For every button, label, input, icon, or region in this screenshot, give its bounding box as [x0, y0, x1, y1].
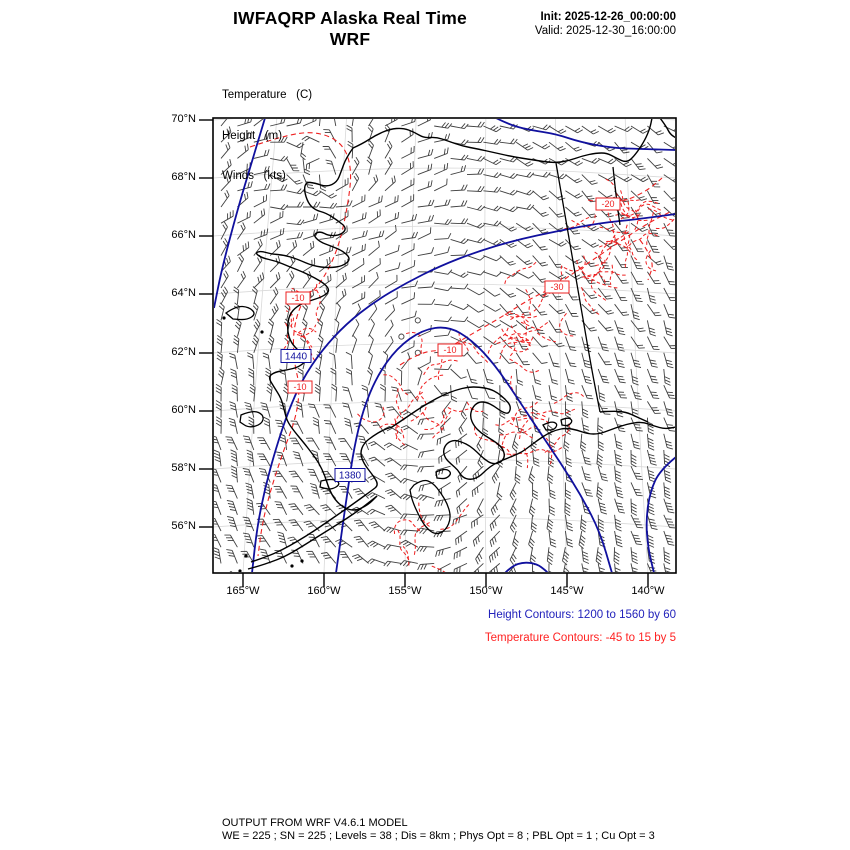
footer-config-line: WE = 225 ; SN = 225 ; Levels = 38 ; Dis … [222, 830, 655, 842]
y-axis-label: 68°N [171, 171, 196, 183]
svg-text:1440: 1440 [285, 352, 308, 363]
svg-text:-10: -10 [291, 293, 304, 303]
run-times: Init: 2025-12-26_00:00:00 Valid: 2025-12… [535, 10, 676, 38]
legend-height: Height (m) [222, 129, 283, 142]
x-axis-label: 145°W [550, 585, 584, 597]
svg-text:-10: -10 [293, 382, 306, 392]
legend-temperature: Temperature (C) [222, 89, 313, 101]
y-axis-label: 58°N [171, 462, 196, 474]
x-axis-label: 155°W [388, 585, 422, 597]
x-axis-label: 140°W [631, 585, 665, 597]
caption-temperature-contours: Temperature Contours: -45 to 15 by 5 [484, 632, 676, 644]
valid-timestamp: Valid: 2025-12-30_16:00:00 [534, 25, 676, 37]
y-axis-label: 70°N [171, 113, 196, 125]
y-axis-label: 56°N [171, 520, 196, 532]
y-axis-label: 62°N [171, 346, 196, 358]
model-footer: OUTPUT FROM WRF V4.6.1 MODEL WE = 225 ; … [222, 817, 655, 843]
variable-legend: Temperature (C) Height (m) Winds (kts) [222, 62, 312, 197]
x-axis-label: 150°W [469, 585, 503, 597]
svg-text:1380: 1380 [339, 471, 362, 482]
y-axis-label: 66°N [171, 229, 196, 241]
svg-text:-30: -30 [550, 282, 563, 292]
page-title: IWFAQRP Alaska Real Time WRF [232, 8, 467, 49]
y-axis-label: 64°N [171, 287, 196, 299]
x-axis-label: 165°W [226, 585, 260, 597]
contour-captions: Height Contours: 1200 to 1560 by 60 Temp… [485, 604, 676, 650]
legend-winds: Winds (kts) [222, 170, 286, 182]
svg-text:-20: -20 [601, 199, 614, 209]
y-axis-label: 60°N [171, 404, 196, 416]
footer-model-line: OUTPUT FROM WRF V4.6.1 MODEL [222, 817, 408, 829]
init-timestamp: Init: 2025-12-26_00:00:00 [540, 11, 676, 23]
svg-text:-10: -10 [443, 345, 456, 355]
caption-height-contours: Height Contours: 1200 to 1560 by 60 [488, 609, 676, 621]
x-axis-label: 160°W [307, 585, 341, 597]
